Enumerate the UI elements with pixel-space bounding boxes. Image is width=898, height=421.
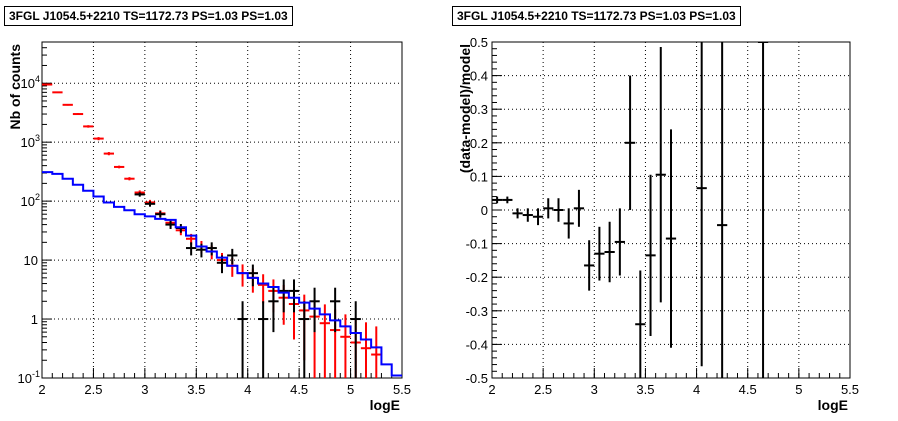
right-y-tick-label: -0.1 <box>466 237 488 252</box>
left-x-axis-title: logE <box>370 397 400 413</box>
right-x-tick-label: 2 <box>488 382 495 397</box>
left-y-tick-label: 104 <box>21 74 40 91</box>
left-y-tick-label: 103 <box>21 133 40 150</box>
left-y-tick-label: 1 <box>31 312 38 327</box>
right-x-tick-label: 4 <box>693 382 700 397</box>
left-model-step-line <box>42 171 402 377</box>
right-y-axis-title: (data-model)/model <box>457 44 473 173</box>
right-x-tick-label: 3.5 <box>636 382 654 397</box>
left-x-tick-label: 3.5 <box>187 382 205 397</box>
left-series-group <box>42 83 402 378</box>
right-x-axis-title: logE <box>818 397 848 413</box>
left-x-tick-label: 4 <box>244 382 251 397</box>
right-chart-panel: 2 2.5 3 3.5 4 4.5 5 5.5 -0.5 -0.4 -0.3 -0.2 -0.1 0 0.1… <box>457 35 859 413</box>
left-x-tick-label: 2 <box>38 382 45 397</box>
left-y-axis-title: Nb of counts <box>7 44 23 130</box>
right-x-tick-label: 5 <box>795 382 802 397</box>
right-x-tick-label: 2.5 <box>534 382 552 397</box>
right-y-tick-label: -0.4 <box>466 337 488 352</box>
right-y-tick-label: -0.3 <box>466 304 488 319</box>
right-y-tick-label: 0.2 <box>470 136 488 151</box>
right-y-tick-label: 0.3 <box>470 102 488 117</box>
left-y-tick-label: 102 <box>21 192 40 209</box>
right-y-tick-label: 0.5 <box>470 35 488 50</box>
right-y-tick-label: 0 <box>481 203 488 218</box>
right-series-group <box>492 42 769 378</box>
right-x-tick-label: 3 <box>591 382 598 397</box>
left-y-tick-label: 10 <box>24 253 38 268</box>
left-x-tick-label: 5.5 <box>393 382 411 397</box>
left-y-tick-label: 10-1 <box>18 369 40 386</box>
right-y-tick-label: -0.2 <box>466 270 488 285</box>
left-x-tick-label: 4.5 <box>290 382 308 397</box>
left-x-tick-label: 5 <box>347 382 354 397</box>
right-y-tick-label: -0.5 <box>466 371 488 386</box>
left-chart-panel: 2 2.5 3 3.5 4 4.5 5 5.5 10-1 1 10 102 103 104 logE Nb o… <box>7 41 411 413</box>
right-chart-title: 3FGL J1054.5+2210 TS=1172.73 PS=1.03 PS=… <box>452 6 741 26</box>
left-chart-title: 3FGL J1054.5+2210 TS=1172.73 PS=1.03 PS=… <box>4 6 293 26</box>
left-frame <box>41 41 403 379</box>
right-y-tick-label: 0.4 <box>470 69 488 84</box>
left-x-tick-label: 3 <box>141 382 148 397</box>
right-x-tick-label: 4.5 <box>739 382 757 397</box>
right-y-tick-label: 0.1 <box>470 169 488 184</box>
right-x-tick-label: 5.5 <box>841 382 859 397</box>
left-x-tick-label: 2.5 <box>84 382 102 397</box>
